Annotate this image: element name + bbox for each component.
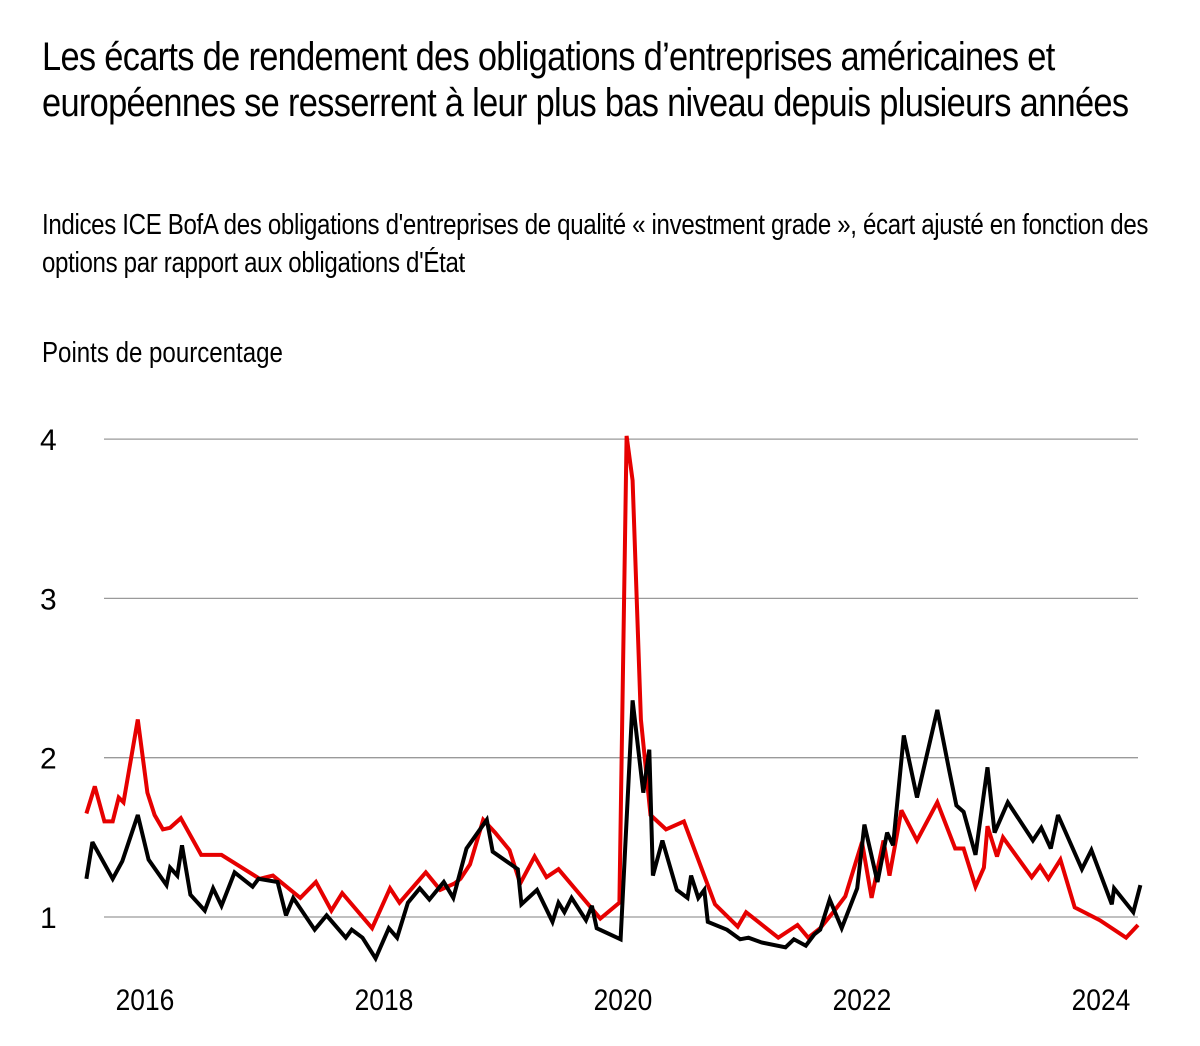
chart-subtitle: Indices ICE BofA des obligations d'entre… bbox=[42, 209, 1149, 279]
y-tick-labels: 1 2 3 4 bbox=[40, 424, 57, 935]
chart-title: Les écarts de rendement des obligations … bbox=[42, 35, 1129, 125]
series-lines bbox=[84, 435, 1143, 963]
y-axis-label: Points de pourcentage bbox=[42, 337, 283, 369]
series-line-black bbox=[84, 700, 1143, 963]
x-tick-label: 2020 bbox=[594, 982, 653, 1016]
y-tick-label: 2 bbox=[40, 743, 57, 776]
x-tick-label: 2022 bbox=[833, 982, 892, 1016]
x-tick-label: 2016 bbox=[116, 982, 175, 1016]
x-tick-label: 2018 bbox=[355, 982, 414, 1016]
x-tick-labels: 2016 2018 2020 2022 2024 bbox=[116, 982, 1131, 1016]
y-tick-label: 1 bbox=[40, 902, 57, 935]
y-tick-label: 4 bbox=[40, 424, 57, 457]
x-tick-label: 2024 bbox=[1072, 982, 1131, 1016]
series-line-red bbox=[84, 435, 1140, 941]
y-tick-label: 3 bbox=[40, 583, 57, 616]
